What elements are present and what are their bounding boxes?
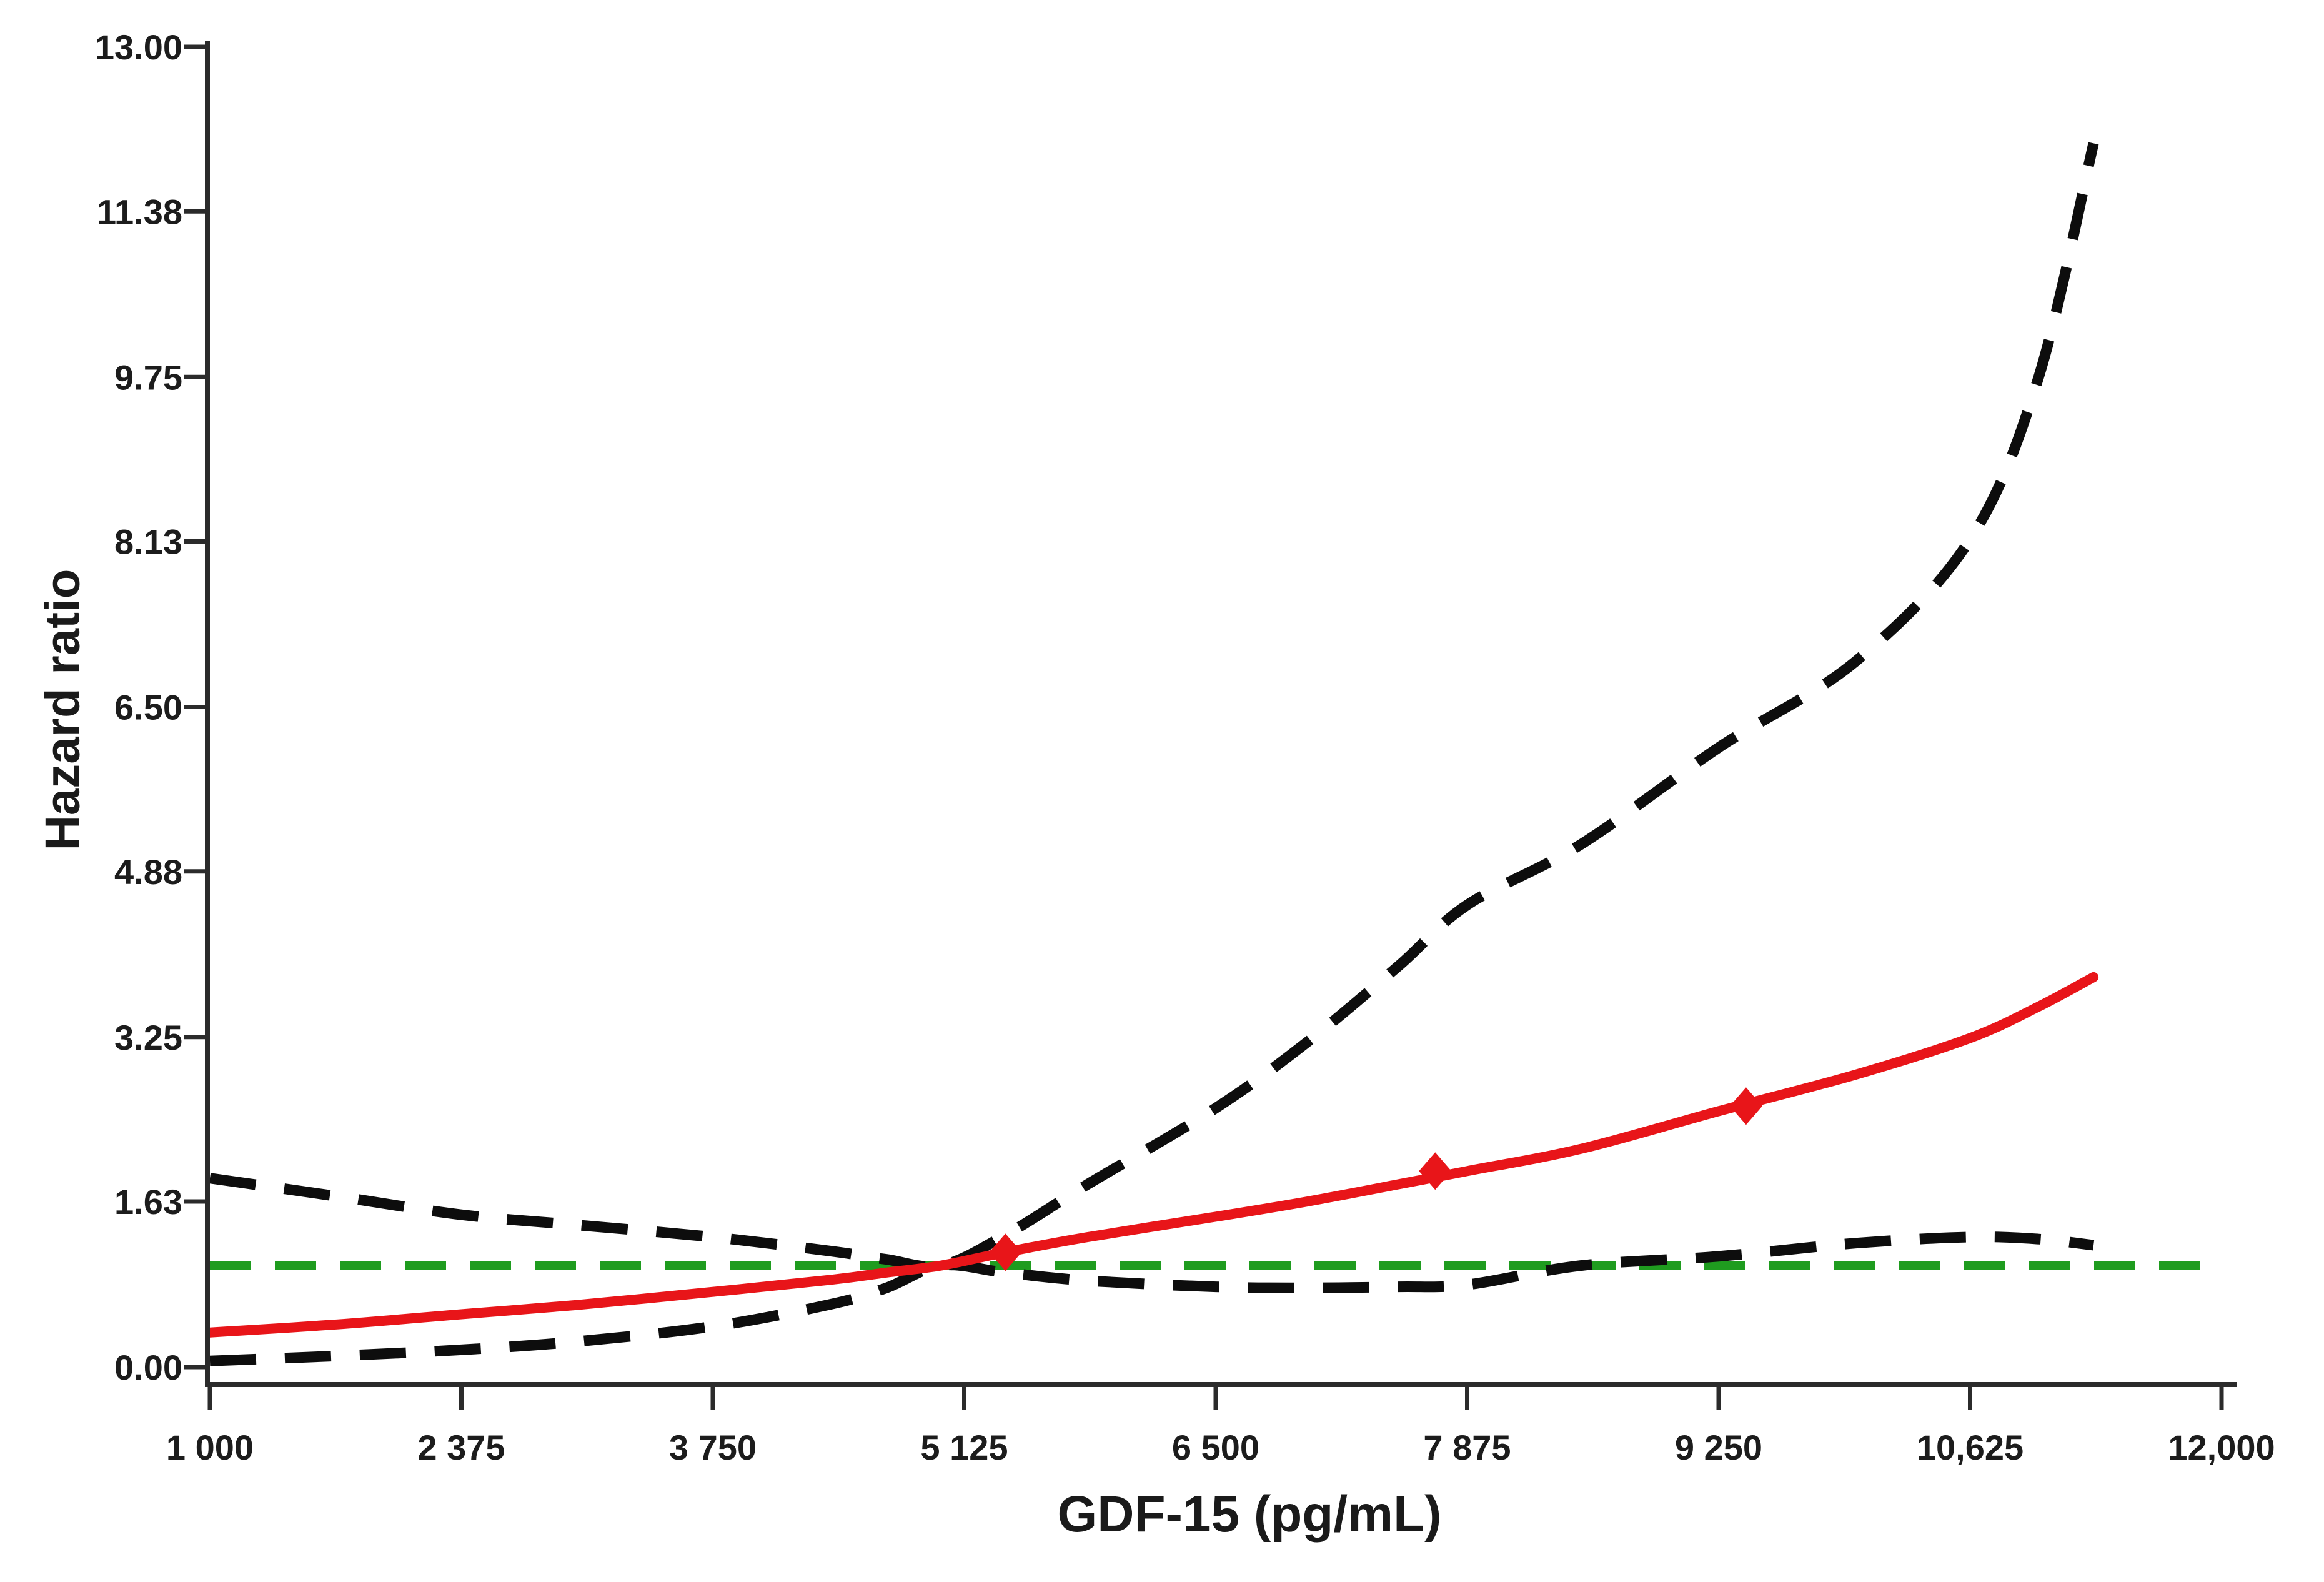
y-axis-tick-label: 0.00 — [114, 1348, 182, 1387]
y-axis-tick-label: 11.38 — [97, 192, 182, 231]
x-axis-tick-label: 1 000 — [166, 1428, 254, 1467]
y-axis-title: Hazard ratio — [34, 569, 90, 851]
x-axis-tick-label: 3 750 — [669, 1428, 757, 1467]
x-axis-tick-label: 12,000 — [2168, 1428, 2275, 1467]
ci-lower-curve — [209, 1231, 2095, 1366]
x-axis-tick-label: 9 250 — [1675, 1428, 1762, 1467]
y-axis-tick-label: 13.00 — [95, 27, 182, 67]
x-axis-tick-label: 5 125 — [920, 1428, 1008, 1467]
y-axis-tick-label: 3.25 — [114, 1018, 182, 1057]
x-axis-tick-label: 10,625 — [1917, 1428, 2024, 1467]
y-axis-tick-label: 1.63 — [114, 1182, 182, 1221]
y-axis-tick-label: 6.50 — [114, 688, 182, 727]
knot-marker-diamond — [1729, 1087, 1762, 1125]
y-axis-tick-label: 8.13 — [114, 522, 182, 562]
x-axis-tick-label: 7 875 — [1423, 1428, 1511, 1467]
y-axis-tick-label: 9.75 — [114, 357, 182, 397]
y-axis-tick-label: 4.88 — [114, 852, 182, 892]
hazard-ratio-curve — [205, 972, 2099, 1338]
knot-marker-diamond — [989, 1233, 1022, 1271]
ci-upper-curve — [209, 142, 2099, 1272]
knot-marker-diamond — [1419, 1152, 1452, 1190]
x-axis-tick-label: 6 500 — [1172, 1428, 1259, 1467]
x-axis-title: GDF-15 (pg/mL) — [1057, 1486, 1442, 1543]
x-axis-tick-label: 2 375 — [417, 1428, 505, 1467]
